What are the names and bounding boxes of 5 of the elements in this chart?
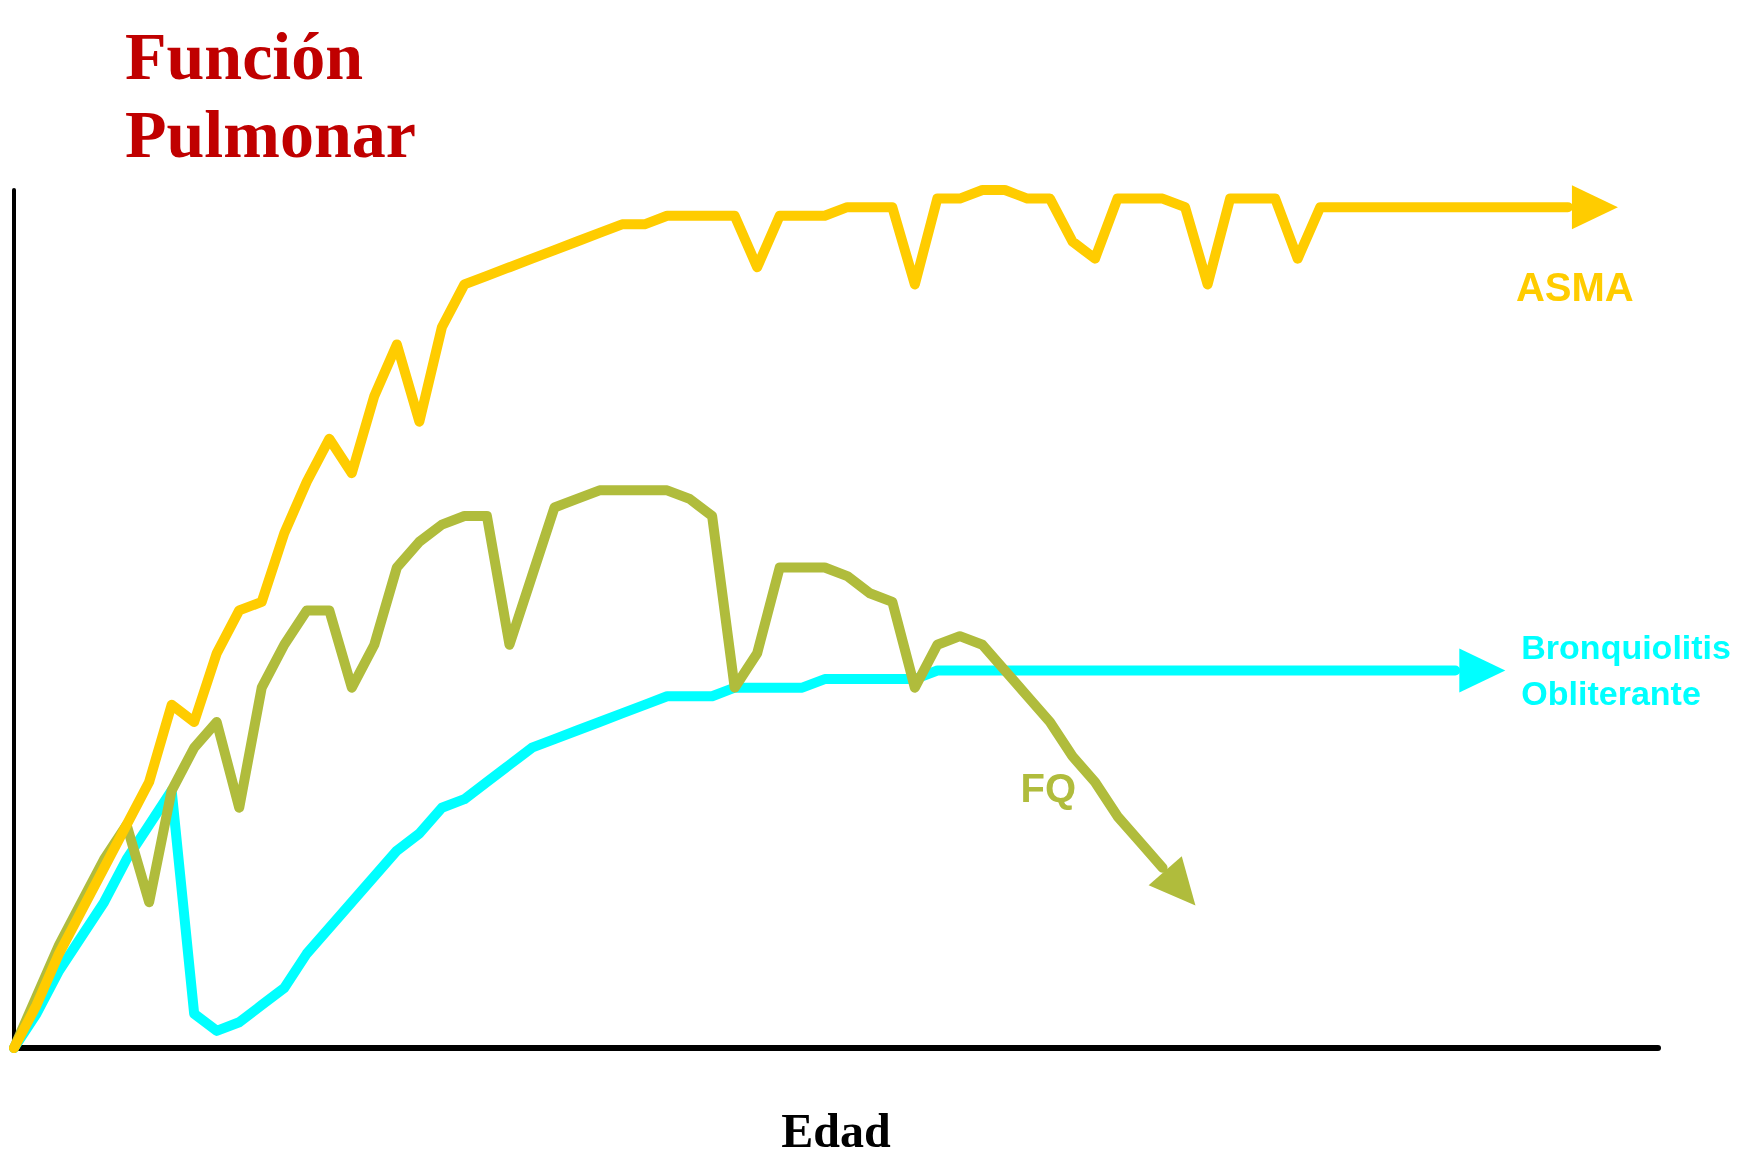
legend-label: Bronquiolitis Obliterante [1521, 628, 1731, 713]
series-label: FQ [1020, 765, 1077, 810]
series-label: ASMA [1515, 265, 1634, 310]
x-axis-title: Edad [781, 1103, 892, 1157]
y-axis-title: Función Pulmonar [125, 18, 416, 172]
